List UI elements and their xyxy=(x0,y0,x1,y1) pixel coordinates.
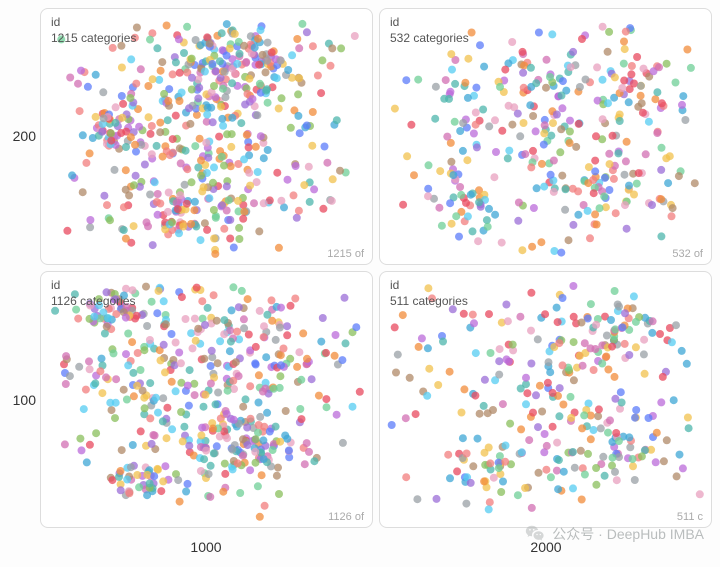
facet-grid: id 1215 categories 1215 of id 532 catego… xyxy=(40,8,712,528)
scatter-svg xyxy=(380,272,711,527)
panel-id-label: id xyxy=(390,278,399,292)
panel-id-label: id xyxy=(390,15,399,29)
y-tick-100: 100 xyxy=(0,392,36,408)
x-tick-1000: 1000 xyxy=(176,539,236,555)
panel-id-label: id xyxy=(51,15,60,29)
panel-cat-label: 511 categories xyxy=(390,294,468,308)
panel-1-1: id 511 categories 511 c xyxy=(379,271,712,528)
panel-foot-label: 1215 of xyxy=(327,248,364,260)
y-tick-200: 200 xyxy=(0,128,36,144)
panel-0-1: id 532 categories 532 of xyxy=(379,8,712,265)
panel-cat-label: 1126 categories xyxy=(51,294,136,308)
panel-foot-label: 1126 of xyxy=(328,511,364,523)
panel-foot-label: 511 c xyxy=(677,511,703,523)
panel-0-0: id 1215 categories 1215 of xyxy=(40,8,373,265)
scatter-svg xyxy=(41,272,372,527)
panel-cat-label: 1215 categories xyxy=(51,31,136,45)
scatter-svg xyxy=(380,9,711,264)
panel-foot-label: 532 of xyxy=(672,248,703,260)
panel-1-0: id 1126 categories 1126 of xyxy=(40,271,373,528)
x-tick-2000: 2000 xyxy=(516,539,576,555)
panel-cat-label: 532 categories xyxy=(390,31,469,45)
panel-id-label: id xyxy=(51,278,60,292)
scatter-svg xyxy=(41,9,372,264)
